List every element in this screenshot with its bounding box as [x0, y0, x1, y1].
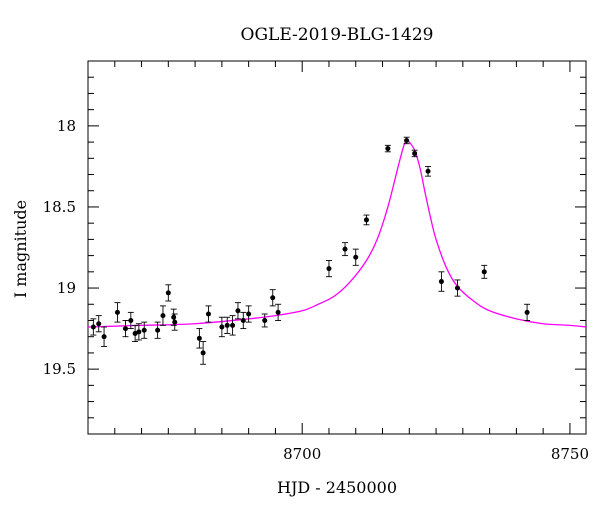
- data-point: [200, 350, 206, 356]
- data-point: [412, 150, 418, 156]
- data-point: [425, 168, 431, 174]
- x-tick-labels: 8700 8750: [283, 445, 589, 463]
- data-point: [155, 327, 161, 333]
- data-point: [205, 311, 211, 317]
- data-point: [481, 269, 487, 275]
- data-point: [171, 314, 177, 320]
- data-point: [224, 322, 230, 328]
- data-point: [172, 319, 178, 325]
- data-point: [165, 290, 171, 296]
- y-tick-label: 19: [57, 279, 76, 297]
- chart-title: OGLE-2019-BLG-1429: [241, 25, 434, 45]
- data-point: [363, 217, 369, 223]
- data-points-group: [90, 136, 531, 365]
- data-point: [353, 254, 359, 260]
- data-point: [230, 322, 236, 328]
- y-tick-label: 18.5: [43, 198, 76, 216]
- data-point: [240, 317, 246, 323]
- data-point: [438, 279, 444, 285]
- data-point: [96, 321, 102, 327]
- y-axis-label: I magnitude: [11, 200, 30, 298]
- data-point: [385, 146, 391, 152]
- model-curve: [88, 139, 586, 328]
- data-point: [275, 309, 281, 315]
- x-tick-label: 8750: [551, 445, 589, 463]
- data-point: [262, 317, 268, 323]
- plot-frame: [87, 60, 587, 435]
- data-point: [132, 330, 138, 336]
- data-point: [270, 295, 276, 301]
- data-point: [101, 334, 107, 340]
- data-point: [326, 266, 332, 272]
- data-point: [90, 324, 96, 330]
- model-curve-group: [88, 139, 586, 328]
- data-point: [136, 329, 142, 335]
- plot-area: [87, 60, 587, 435]
- data-point: [404, 137, 410, 143]
- x-tick-label: 8700: [283, 445, 321, 463]
- data-point: [454, 285, 460, 291]
- data-point: [524, 309, 530, 315]
- data-point: [128, 317, 134, 323]
- y-tick-label: 18: [57, 117, 76, 135]
- data-point: [114, 309, 120, 315]
- x-axis-label: HJD - 2450000: [277, 478, 397, 497]
- data-point: [141, 327, 147, 333]
- data-point: [219, 324, 225, 330]
- data-point: [235, 308, 241, 314]
- y-tick-labels: 18 18.5 19 19.5: [43, 117, 76, 378]
- data-point: [160, 313, 166, 319]
- axis-ticks: [87, 60, 586, 435]
- data-point: [196, 335, 202, 341]
- data-point: [246, 311, 252, 317]
- data-point: [342, 246, 348, 252]
- data-point: [122, 326, 128, 332]
- y-tick-label: 19.5: [43, 360, 76, 378]
